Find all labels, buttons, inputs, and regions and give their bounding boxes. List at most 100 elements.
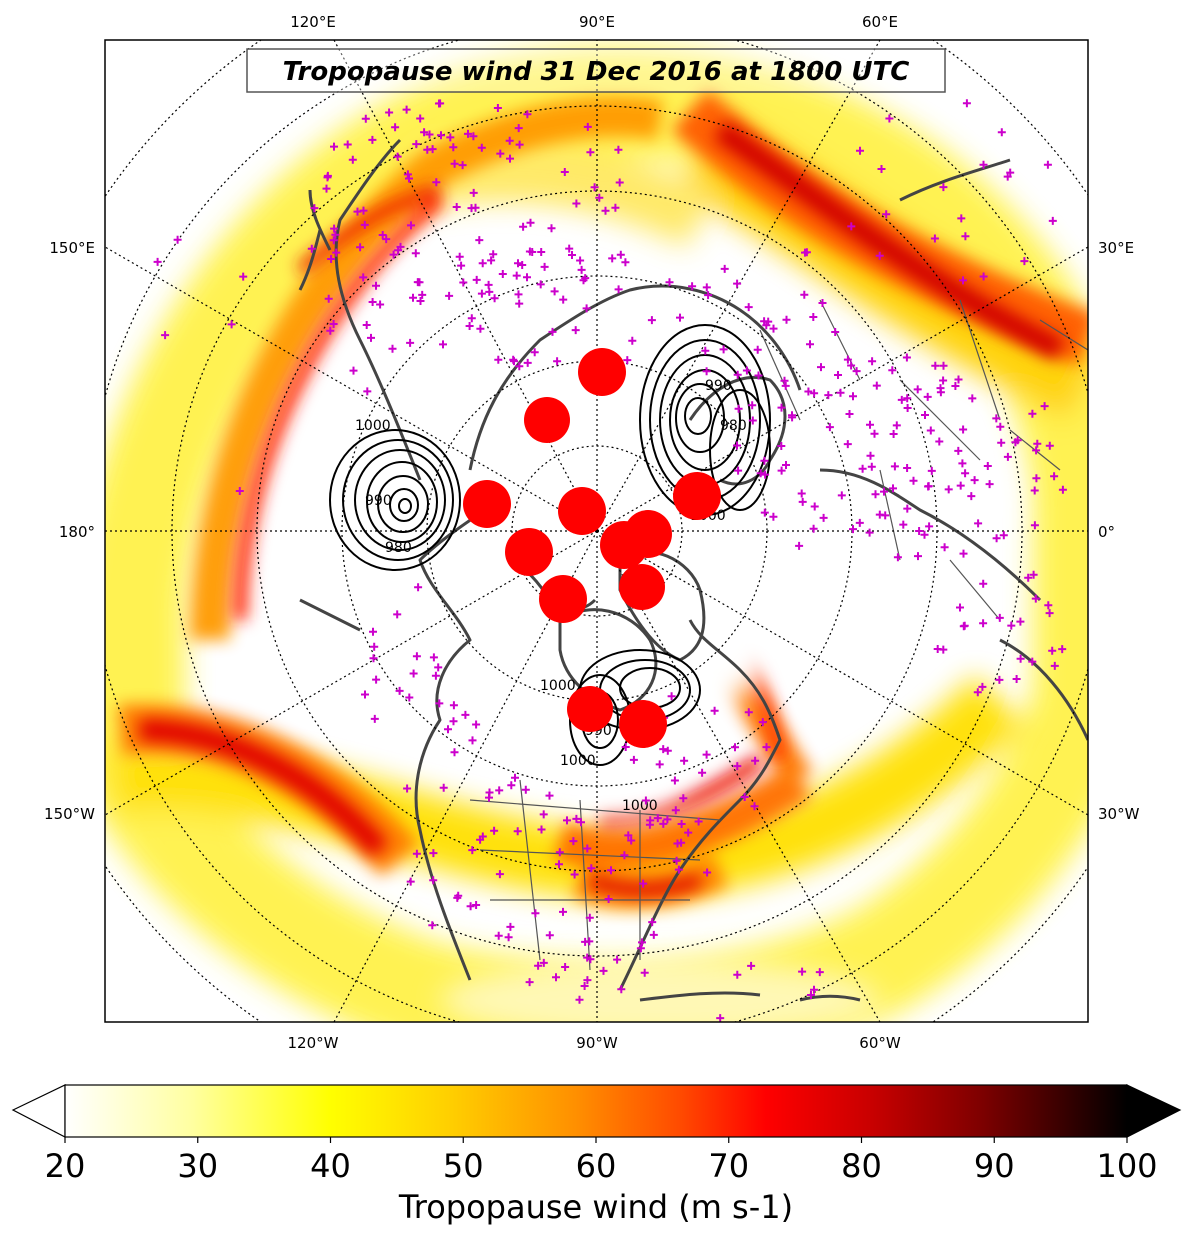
station-marker — [817, 363, 825, 372]
station-marker — [647, 316, 656, 325]
station-marker — [461, 710, 470, 719]
station-marker — [414, 583, 423, 592]
station-marker — [572, 199, 581, 208]
station-marker — [628, 336, 637, 345]
colorbar-tick-label: 50 — [443, 1147, 484, 1185]
cyclone-marker — [619, 700, 667, 748]
station-marker — [897, 395, 906, 404]
station-marker — [815, 968, 824, 977]
colorbar-tick-label: 30 — [177, 1147, 218, 1185]
station-marker — [577, 818, 585, 827]
station-marker — [1032, 474, 1041, 483]
station-marker — [323, 171, 332, 180]
station-marker — [889, 484, 897, 493]
station-marker — [888, 366, 897, 375]
station-marker — [788, 411, 796, 420]
station-marker — [439, 340, 447, 349]
station-marker — [935, 437, 944, 446]
station-marker — [733, 441, 741, 450]
station-marker — [663, 815, 672, 824]
colorbar-tick-label: 80 — [841, 1147, 882, 1185]
station-marker — [648, 918, 657, 927]
colorbar-label: Tropopause wind (m s-1) — [398, 1188, 793, 1226]
station-marker — [800, 290, 809, 299]
station-marker — [939, 183, 948, 192]
grid-label-right: 30°E — [1098, 239, 1134, 257]
station-marker — [329, 236, 338, 245]
station-marker — [494, 931, 503, 940]
station-marker — [961, 469, 970, 478]
station-marker — [615, 178, 624, 187]
station-marker — [515, 299, 524, 308]
station-marker — [579, 276, 588, 285]
station-marker — [1040, 402, 1049, 411]
cyclone-marker — [539, 575, 587, 623]
station-marker — [753, 345, 762, 354]
station-marker — [925, 522, 934, 531]
station-marker — [979, 579, 988, 588]
station-marker — [310, 204, 319, 213]
station-marker — [845, 410, 854, 418]
station-marker — [607, 866, 615, 875]
coastline-layer — [298, 138, 1088, 1002]
station-marker — [376, 300, 385, 309]
station-marker — [327, 255, 336, 263]
station-marker — [1045, 441, 1054, 450]
station-marker — [359, 273, 368, 282]
station-marker — [870, 429, 879, 438]
station-marker — [570, 870, 579, 879]
station-marker — [920, 530, 929, 539]
station-marker — [604, 895, 613, 903]
station-marker — [847, 222, 856, 231]
contour-labels: 1000 990 980 1000 990 980 1000 990 1000 … — [355, 378, 747, 814]
grid-label-top: 90°E — [579, 13, 615, 31]
station-marker — [468, 736, 477, 745]
borders-layer — [469, 299, 1088, 971]
station-marker — [958, 459, 967, 468]
station-marker — [807, 991, 815, 999]
station-marker — [435, 699, 444, 708]
station-marker — [978, 682, 987, 691]
station-marker — [865, 528, 874, 537]
station-marker — [537, 825, 546, 834]
station-marker — [555, 848, 564, 857]
station-marker — [646, 816, 655, 825]
station-marker — [409, 293, 417, 302]
station-marker — [509, 355, 518, 364]
colorbar-tick-label: 40 — [310, 1147, 351, 1185]
station-marker — [1058, 485, 1067, 494]
station-marker — [437, 131, 445, 140]
station-marker — [797, 489, 806, 498]
station-marker — [760, 508, 769, 517]
station-marker — [478, 259, 487, 268]
station-marker — [931, 361, 940, 370]
station-marker — [798, 967, 807, 976]
station-marker — [806, 340, 814, 349]
station-marker — [405, 693, 414, 702]
station-marker — [621, 258, 630, 267]
station-marker — [995, 675, 1004, 684]
station-marker — [915, 527, 924, 535]
station-marker — [624, 831, 633, 840]
station-marker — [513, 827, 522, 836]
station-marker — [731, 743, 739, 752]
station-marker — [810, 502, 819, 511]
station-marker — [939, 376, 948, 385]
station-marker — [719, 345, 728, 354]
station-marker — [866, 420, 874, 429]
station-marker — [369, 654, 378, 663]
station-marker — [843, 440, 852, 449]
station-marker — [747, 961, 756, 970]
station-marker — [457, 261, 466, 270]
station-marker — [367, 333, 375, 342]
contour-label: 1000 — [540, 678, 576, 694]
station-marker — [369, 627, 377, 636]
station-marker — [761, 470, 770, 479]
station-marker — [332, 248, 341, 257]
station-marker — [1024, 573, 1033, 582]
station-marker — [490, 294, 499, 303]
station-marker — [858, 464, 867, 473]
station-marker — [914, 552, 922, 561]
station-marker — [472, 275, 481, 284]
station-marker — [636, 944, 645, 953]
